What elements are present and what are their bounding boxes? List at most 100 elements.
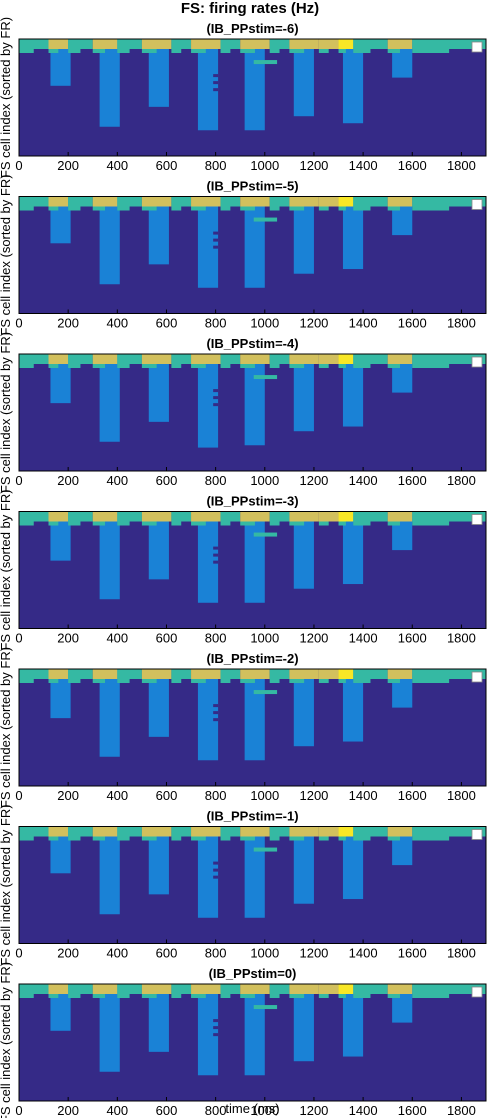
heatmap-cell-block (289, 196, 319, 207)
x-tick-label: 0 (15, 158, 22, 173)
heatmap-cell-block (213, 861, 219, 865)
heatmap-cell-block (353, 511, 388, 522)
heatmap-cell-block (141, 679, 157, 683)
heatmap-cell-block (220, 354, 241, 364)
heatmap-cell-block (387, 206, 400, 211)
panel-title: (IB_PPstim=-6) (206, 21, 298, 36)
axis-box (18, 196, 487, 314)
axis-box (18, 353, 487, 472)
heatmap-cell-block (48, 521, 59, 526)
y-axis-label: FS cell index (sorted by FR) (0, 647, 13, 808)
heatmap-cell-block (289, 669, 319, 679)
heatmap-cell-block (213, 553, 219, 557)
heatmap-cell-block (269, 39, 290, 49)
heatmap-cell-block (92, 354, 118, 364)
heatmap-cell-block (240, 984, 270, 994)
x-tick-label: 1800 (447, 1103, 476, 1118)
heatmap-cell-block (197, 511, 219, 603)
heatmap-cell-block (48, 511, 69, 522)
heatmap-cell-block (48, 196, 69, 207)
heatmap-cell-block (318, 836, 329, 841)
heatmap-cell-block (191, 994, 206, 998)
heatmap-cell-block (220, 521, 231, 526)
y-axis-label: FS cell index (sorted by FR) (0, 489, 13, 650)
heatmap-cell-block (191, 354, 221, 364)
heatmap-cell-block (19, 354, 49, 364)
heatmap-cell-block (412, 669, 486, 679)
heatmap-cell-block (318, 994, 329, 998)
axis-box (18, 511, 487, 629)
heatmap-cell-block (191, 364, 206, 368)
x-tick-label: 1000 (250, 631, 279, 646)
heatmap-cell-block (68, 49, 81, 53)
heatmap-cell-block (117, 196, 142, 207)
x-tick-label: 600 (156, 946, 178, 961)
heatmap-cell-block (68, 511, 93, 522)
heatmap-cell-block (171, 364, 182, 368)
heatmap-cell-block (240, 354, 270, 364)
heatmap-cell-block (412, 836, 450, 841)
heatmap-cell-block (342, 39, 364, 124)
heatmap-cell-block (342, 196, 364, 270)
heatmap-cell-block (240, 521, 255, 526)
heatmap-panel: (IB_PPstim=-6) 0 200 400 600 800 1000 1200 1400 1… (0, 17, 487, 178)
heatmap-cell-block (289, 354, 319, 364)
x-tick-label: 400 (106, 158, 128, 173)
x-tick-label: 800 (205, 631, 227, 646)
heatmap-cell-block (240, 679, 255, 683)
heatmap-cell-block (19, 679, 34, 683)
heatmap-cell-block (19, 364, 34, 368)
heatmap-cell-block (213, 1026, 219, 1030)
heatmap-cell-block (117, 836, 130, 841)
heatmap-cell-block (141, 354, 172, 364)
heatmap-panel: (IB_PPstim=-2) 0 200 400 600 800 1000 1200 1400 1… (0, 647, 487, 808)
heatmap-cell-block (318, 521, 329, 526)
heatmap-cell-block (387, 826, 413, 837)
heatmap-cell-block (92, 669, 118, 679)
heatmap-cell-block (213, 403, 219, 407)
x-tick-label: 1200 (299, 946, 328, 961)
heatmap-cell-block (338, 521, 346, 526)
heatmap-cell-block (412, 521, 450, 526)
heatmap-cell-block (387, 669, 413, 679)
heatmap-cell-block (148, 669, 169, 737)
legend-marker (471, 671, 483, 683)
heatmap-cell-block (338, 39, 354, 49)
heatmap-cell-block (387, 511, 413, 522)
heatmap-cell-block (48, 836, 59, 841)
x-tick-label: 400 (106, 788, 128, 803)
heatmap-cell-block (68, 836, 81, 841)
heatmap-cell-block (191, 511, 221, 522)
heatmap-panel: (IB_PPstim=-4) 0 200 400 600 800 1000 1200 1400 1… (0, 332, 487, 493)
heatmap-cell-block (387, 49, 400, 53)
panel-title: (IB_PPstim=-4) (206, 336, 298, 351)
x-tick-label: 0 (15, 473, 22, 488)
x-tick-label: 600 (156, 1103, 178, 1118)
y-axis-label: FS cell index (sorted by FR) (0, 332, 13, 493)
heatmap-cell-block (117, 826, 142, 837)
x-tick-label: 800 (205, 946, 227, 961)
heatmap-cell-block (92, 984, 118, 994)
heatmap-cell-block (289, 994, 305, 998)
heatmap-cell-block (148, 354, 169, 422)
y-axis-label: FS cell index (sorted by FR) (0, 804, 13, 965)
heatmap-cell-block (412, 206, 450, 211)
heatmap-cell-block (318, 49, 329, 53)
heatmap-cell-block (412, 354, 486, 364)
heatmap-cell-block (19, 511, 49, 522)
heatmap-cell-block (48, 354, 69, 364)
heatmap-cell-block (171, 49, 182, 53)
heatmap-cell-block (220, 206, 231, 211)
x-tick-label: 1400 (349, 1103, 378, 1118)
heatmap-cell-block (48, 826, 69, 837)
heatmap-cell-block (387, 984, 413, 994)
heatmap-cell-block (253, 60, 278, 65)
heatmap-cell-block (92, 196, 118, 207)
heatmap-cell-block (141, 39, 172, 49)
heatmap-cell-block (253, 1005, 278, 1010)
heatmap-cell-block (293, 669, 314, 747)
heatmap-cell-block (240, 836, 255, 841)
heatmap-cell-block (68, 994, 81, 998)
heatmap-cell-block (269, 836, 280, 841)
heatmap-cell-block (338, 206, 346, 211)
